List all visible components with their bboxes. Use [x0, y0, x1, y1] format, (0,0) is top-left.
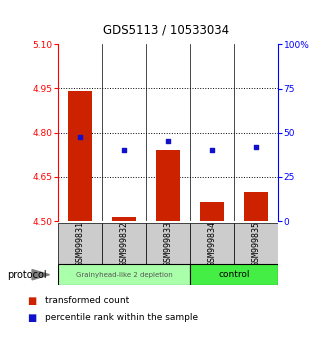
Text: protocol: protocol: [7, 270, 46, 280]
Bar: [200, 202, 224, 221]
Bar: [244, 192, 268, 221]
Point: [253, 144, 259, 150]
Bar: [156, 150, 180, 221]
Point: [78, 135, 83, 140]
Point: [209, 147, 215, 153]
Text: GSM999831: GSM999831: [76, 221, 85, 266]
Bar: [58, 223, 102, 264]
Text: GSM999835: GSM999835: [251, 221, 261, 266]
Bar: [190, 264, 278, 285]
Text: transformed count: transformed count: [45, 296, 129, 306]
Text: GSM999832: GSM999832: [120, 221, 129, 266]
Text: control: control: [218, 270, 250, 279]
Bar: [102, 223, 146, 264]
Bar: [190, 223, 234, 264]
Text: ■: ■: [27, 313, 36, 322]
Point: [122, 147, 127, 153]
Bar: [58, 264, 190, 285]
Bar: [234, 223, 278, 264]
Bar: [146, 223, 190, 264]
Text: GSM999834: GSM999834: [207, 221, 217, 266]
Bar: [68, 91, 92, 221]
Text: GDS5113 / 10533034: GDS5113 / 10533034: [104, 23, 229, 36]
Bar: [112, 217, 136, 221]
Text: GSM999833: GSM999833: [164, 221, 173, 266]
Text: ■: ■: [27, 296, 36, 306]
Text: percentile rank within the sample: percentile rank within the sample: [45, 313, 198, 322]
Point: [166, 138, 171, 144]
Text: Grainyhead-like 2 depletion: Grainyhead-like 2 depletion: [76, 272, 172, 278]
Polygon shape: [32, 270, 50, 280]
